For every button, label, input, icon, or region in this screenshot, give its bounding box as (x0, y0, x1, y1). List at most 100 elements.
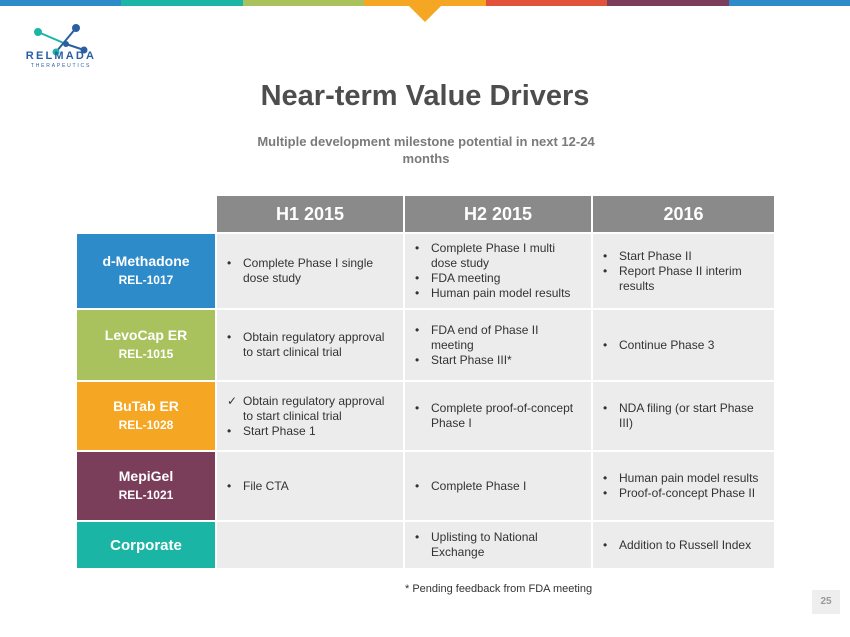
milestone-list: • NDA filing (or start Phase III) (603, 401, 766, 431)
milestone-text: FDA meeting (431, 271, 501, 285)
milestone-item: • Complete Phase I multi dose study (415, 241, 583, 271)
milestone-cell: • Obtain regulatory approval to start cli… (215, 308, 403, 380)
row-label: LevoCap ER REL-1015 (77, 308, 215, 380)
top-bar-segment (121, 0, 243, 6)
row-label: BuTab ER REL-1028 (77, 380, 215, 450)
bullet-icon: • (415, 286, 420, 300)
milestone-text: Human pain model results (431, 286, 571, 300)
milestone-item: • Start Phase III* (415, 353, 583, 368)
milestone-item: ✓ Obtain regulatory approval to start cli… (227, 394, 395, 424)
bullet-icon: • (603, 471, 608, 485)
bullet-icon: • (227, 256, 232, 270)
milestone-cell: ✓ Obtain regulatory approval to start cli… (215, 380, 403, 450)
milestone-text: Proof-of-concept Phase II (619, 486, 756, 500)
program-name: MepiGel (118, 468, 174, 484)
bullet-icon: • (415, 241, 420, 255)
top-bar-segment (607, 0, 729, 6)
milestone-cell: • Complete Phase I multi dose study • FDA m… (403, 232, 591, 308)
column-header-h2-2015: H2 2015 (403, 196, 591, 232)
milestone-item: • Start Phase II (603, 249, 766, 264)
column-header-2016: 2016 (591, 196, 774, 232)
bullet-icon: • (415, 530, 420, 544)
milestone-text: Complete Phase I single dose study (243, 256, 374, 285)
table-row: LevoCap ER REL-1015 • Obtain regulatory app… (77, 308, 774, 380)
milestone-list: • Complete proof-of-concept Phase I (415, 401, 583, 431)
top-bar-segment (364, 0, 486, 6)
row-label: MepiGel REL-1021 (77, 450, 215, 520)
page-number: 25 (812, 590, 840, 614)
milestone-cell: • Continue Phase 3 (591, 308, 774, 380)
milestone-item: • Report Phase II interim results (603, 264, 766, 294)
table-row: BuTab ER REL-1028 ✓ Obtain regulatory appro… (77, 380, 774, 450)
top-bar-segment (0, 0, 122, 6)
milestone-item: • Complete proof-of-concept Phase I (415, 401, 583, 431)
milestone-text: Complete Phase I multi dose study (431, 241, 556, 270)
bullet-icon: • (603, 263, 608, 278)
bullet-icon: • (415, 478, 420, 493)
footnote: * Pending feedback from FDA meeting (405, 583, 593, 595)
table-row: Corporate • Uplisting to National Exchange… (77, 520, 774, 568)
milestone-cell: • Uplisting to National Exchange (403, 520, 591, 568)
top-bar-segment (485, 0, 608, 6)
bullet-icon: • (603, 486, 608, 500)
milestone-text: FDA end of Phase II meeting (431, 322, 539, 352)
program-code: REL-1015 (118, 347, 174, 361)
milestone-list: • Obtain regulatory approval to start cli… (227, 330, 395, 360)
milestone-text: Start Phase II (619, 248, 692, 263)
milestone-text: Start Phase III* (431, 352, 512, 367)
bullet-icon: • (415, 352, 420, 367)
milestone-list: • Complete Phase I multi dose study • FDA m… (415, 241, 583, 301)
milestone-text: Start Phase 1 (243, 423, 316, 438)
milestone-cell: • Start Phase II • Report Phase II interim … (591, 232, 774, 308)
program-name: Corporate (110, 536, 182, 554)
header-blank-cell (77, 196, 215, 232)
milestone-item: • Start Phase 1 (227, 424, 395, 439)
milestone-item: • Human pain model results (603, 471, 766, 486)
top-bar-segment (728, 0, 850, 6)
top-bar-pointer (409, 6, 441, 22)
milestone-list: • Complete Phase I (415, 479, 583, 494)
bullet-icon: • (603, 537, 608, 552)
page-title: Near-term Value Drivers (260, 80, 590, 112)
milestone-item: • Complete Phase I single dose study (227, 256, 395, 286)
milestone-text: NDA filing (or start Phase III) (619, 401, 754, 430)
milestone-cell (215, 520, 403, 568)
milestone-cell: • Complete Phase I (403, 450, 591, 520)
bullet-icon: • (603, 401, 608, 415)
milestone-item: • Addition to Russell Index (603, 538, 766, 553)
program-name: d-Methadone (102, 253, 190, 269)
logo-wordmark: RELMADA (25, 50, 97, 62)
milestone-cell: • FDA end of Phase II meeting • Start Phase… (403, 308, 591, 380)
milestone-item: • NDA filing (or start Phase III) (603, 401, 766, 431)
bullet-icon: • (415, 322, 420, 337)
row-label: Corporate (77, 520, 215, 568)
milestone-text: Continue Phase 3 (619, 337, 715, 352)
checkmark-icon: ✓ (227, 393, 238, 408)
milestone-list: • Uplisting to National Exchange (415, 530, 583, 560)
milestone-cell: • Complete proof-of-concept Phase I (403, 380, 591, 450)
table-row: MepiGel REL-1021 • File CTA • Complete Phase … (77, 450, 774, 520)
row-label: d-Methadone REL-1017 (77, 232, 215, 308)
milestone-list: • Continue Phase 3 (603, 338, 766, 353)
program-code: REL-1021 (118, 488, 174, 502)
logo-subtitle: THERAPEUTICS (30, 63, 92, 69)
column-header-h1-2015: H1 2015 (215, 196, 403, 232)
milestone-item: • Proof-of-concept Phase II (603, 486, 766, 501)
milestone-list: • File CTA (227, 479, 395, 494)
milestone-text: Report Phase II interim results (619, 263, 742, 293)
milestone-item: • Complete Phase I (415, 479, 583, 494)
bullet-icon: • (227, 423, 232, 438)
milestone-text: Complete Phase I (431, 478, 527, 493)
value-drivers-table: H1 2015 H2 2015 2016 d-Methadone REL-1017… (77, 196, 774, 568)
milestone-item: • FDA end of Phase II meeting (415, 323, 583, 353)
program-code: REL-1028 (118, 418, 174, 432)
milestone-text: Complete proof-of-concept Phase I (431, 401, 574, 430)
milestone-text: Obtain regulatory approval to start clin… (243, 330, 385, 359)
milestone-list: ✓ Obtain regulatory approval to start cli… (227, 394, 395, 439)
bullet-icon: • (227, 330, 232, 344)
milestone-text: Human pain model results (619, 471, 759, 485)
milestone-item: • FDA meeting (415, 271, 583, 286)
milestone-item: • Continue Phase 3 (603, 338, 766, 353)
milestone-list: • Human pain model results • Proof-of-conce… (603, 471, 766, 501)
table-row: d-Methadone REL-1017 • Complete Phase I sin… (77, 232, 774, 308)
